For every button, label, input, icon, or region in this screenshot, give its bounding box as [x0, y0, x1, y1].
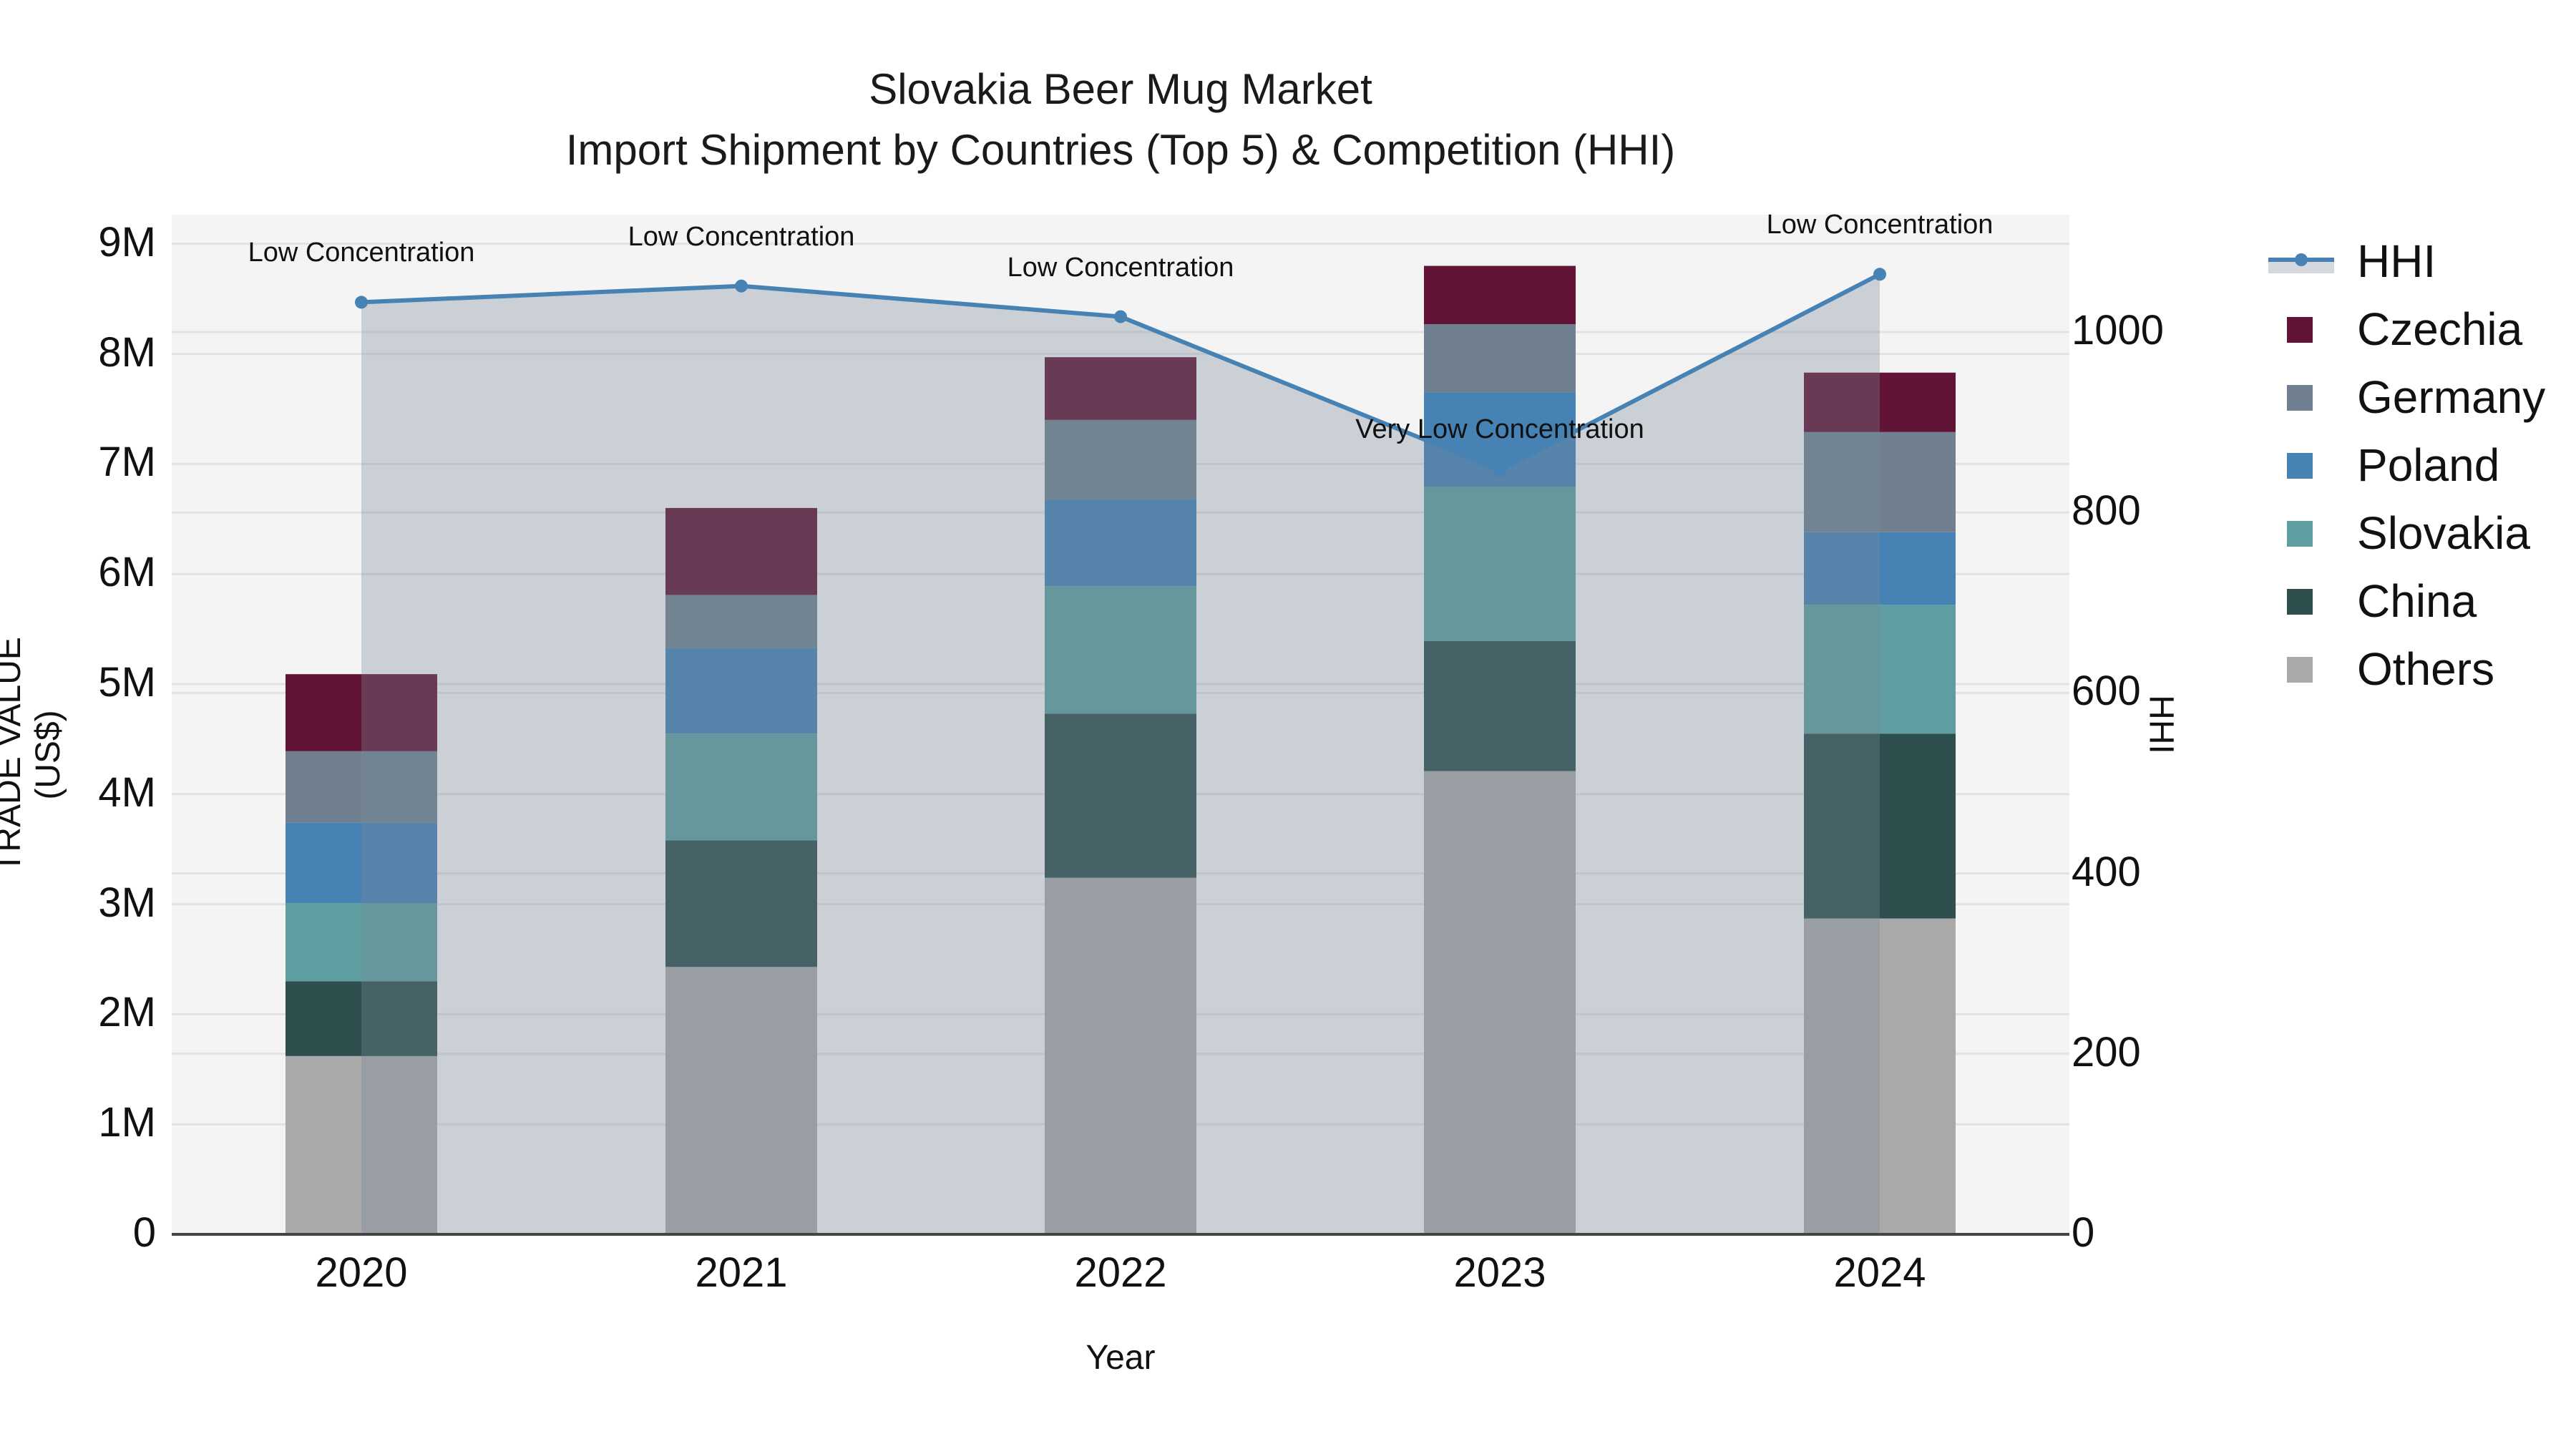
legend-item-germany[interactable]: Germany	[2261, 364, 2545, 431]
hhi-marker-2023[interactable]	[1493, 463, 1506, 477]
y-axis-right-title: HHI	[2142, 695, 2180, 754]
hhi-annotation-label: Very Low Concentration	[1355, 414, 1644, 444]
bar-segment-china[interactable]	[1424, 641, 1576, 771]
legend-label: Germany	[2357, 371, 2546, 423]
legend-item-czechia[interactable]: Czechia	[2261, 296, 2545, 364]
y-right-tick-label: 600	[2072, 668, 2141, 715]
hhi-annotation-label: Low Concentration	[1766, 210, 1994, 240]
bar-segment-germany[interactable]	[286, 751, 437, 823]
y-left-tick-label: 0	[132, 1209, 156, 1256]
hhi-marker-2021[interactable]	[735, 279, 748, 293]
square-swatch-icon	[2287, 520, 2313, 547]
bar-segment-poland[interactable]	[286, 822, 437, 904]
x-tick-label: 2024	[1833, 1249, 1926, 1296]
bar-stack-2020[interactable]	[286, 674, 437, 1234]
legend-label: HHI	[2357, 235, 2436, 287]
y-left-tick-label: 7M	[98, 439, 156, 486]
bar-segment-poland[interactable]	[1804, 532, 1956, 605]
legend-item-others[interactable]: Others	[2261, 635, 2545, 703]
bar-segment-china[interactable]	[286, 981, 437, 1056]
legend-item-slovakia[interactable]: Slovakia	[2261, 499, 2545, 567]
bar-segment-slovakia[interactable]	[1804, 605, 1956, 734]
hhi-marker-2020[interactable]	[355, 296, 368, 309]
bar-segment-poland[interactable]	[665, 648, 817, 734]
hhi-annotation-label: Low Concentration	[1007, 252, 1234, 283]
bar-segment-china[interactable]	[1045, 713, 1196, 878]
square-swatch-icon	[2287, 656, 2313, 683]
x-axis-title: Year	[1085, 1339, 1156, 1377]
legend-label: Others	[2357, 643, 2495, 695]
x-tick-label: 2020	[315, 1249, 408, 1296]
hhi-marker-2024[interactable]	[1873, 268, 1886, 281]
y-left-tick-label: 5M	[98, 659, 156, 706]
y-right-tick-label: 1000	[2072, 307, 2165, 353]
line-marker-icon	[2268, 249, 2334, 275]
x-tick-label: 2022	[1074, 1249, 1167, 1296]
bar-stack-2022[interactable]	[1045, 357, 1196, 1234]
y-left-tick-label: 3M	[98, 879, 156, 926]
y-left-tick-label: 1M	[98, 1099, 156, 1146]
legend: HHI Czechia Germany Poland Slovakia China Othe…	[2261, 228, 2545, 703]
bar-stack-2023[interactable]	[1424, 265, 1576, 1234]
x-tick-label: 2023	[1453, 1249, 1546, 1296]
square-swatch-icon	[2287, 384, 2313, 411]
bar-segment-poland[interactable]	[1045, 499, 1196, 587]
legend-item-poland[interactable]: Poland	[2261, 431, 2545, 499]
y-left-tick-label: 6M	[98, 549, 156, 596]
bar-stack-2024[interactable]	[1804, 372, 1956, 1234]
hhi-annotation-label: Low Concentration	[628, 221, 855, 252]
bar-segment-others[interactable]	[665, 967, 817, 1234]
y-left-tick-label: 2M	[98, 989, 156, 1036]
bar-segment-slovakia[interactable]	[286, 903, 437, 982]
bar-segment-czechia[interactable]	[1804, 372, 1956, 432]
square-swatch-icon	[2287, 316, 2313, 343]
bar-stack-2021[interactable]	[665, 507, 817, 1234]
y-axis-left-title: TRADE VALUE (US$)	[0, 637, 67, 873]
bar-segment-slovakia[interactable]	[1424, 487, 1576, 642]
legend-label: Slovakia	[2357, 507, 2530, 559]
bar-segment-others[interactable]	[1045, 877, 1196, 1234]
y-right-tick-label: 800	[2072, 487, 2141, 535]
legend-item-china[interactable]: China	[2261, 567, 2545, 635]
y-left-tick-label: 4M	[98, 769, 156, 816]
chart-title: Slovakia Beer Mug Market	[869, 65, 1372, 113]
bar-segment-germany[interactable]	[665, 595, 817, 648]
legend-item-hhi[interactable]: HHI	[2261, 228, 2545, 296]
bar-segment-china[interactable]	[1804, 733, 1956, 919]
y-right-tick-label: 400	[2072, 848, 2141, 895]
square-swatch-icon	[2287, 588, 2313, 615]
bar-segment-czechia[interactable]	[1045, 357, 1196, 420]
y-left-tick-label: 8M	[98, 328, 156, 376]
bar-segment-germany[interactable]	[1045, 419, 1196, 499]
square-swatch-icon	[2287, 452, 2313, 479]
hhi-annotation-label: Low Concentration	[248, 238, 475, 268]
bar-segment-slovakia[interactable]	[1045, 586, 1196, 714]
bar-segment-slovakia[interactable]	[665, 733, 817, 841]
hhi-area	[361, 274, 1880, 1234]
legend-label: Czechia	[2357, 303, 2523, 355]
chart-subtitle: Import Shipment by Countries (Top 5) & C…	[565, 126, 1676, 174]
legend-label: Poland	[2357, 439, 2500, 491]
bar-segment-germany[interactable]	[1804, 431, 1956, 532]
legend-label: China	[2357, 575, 2477, 627]
bar-segment-others[interactable]	[1804, 918, 1956, 1234]
bar-segment-germany[interactable]	[1424, 324, 1576, 393]
bar-segment-czechia[interactable]	[665, 507, 817, 595]
bar-segment-czechia[interactable]	[1424, 265, 1576, 325]
bar-segment-others[interactable]	[1424, 771, 1576, 1234]
bar-segment-others[interactable]	[286, 1055, 437, 1234]
y-left-tick-label: 9M	[98, 218, 156, 265]
hhi-marker-2022[interactable]	[1114, 310, 1127, 323]
y-right-tick-label: 200	[2072, 1028, 2141, 1075]
x-tick-label: 2021	[695, 1249, 788, 1296]
bar-segment-czechia[interactable]	[286, 674, 437, 751]
y-right-tick-label: 0	[2072, 1209, 2095, 1256]
bar-segment-china[interactable]	[665, 840, 817, 967]
